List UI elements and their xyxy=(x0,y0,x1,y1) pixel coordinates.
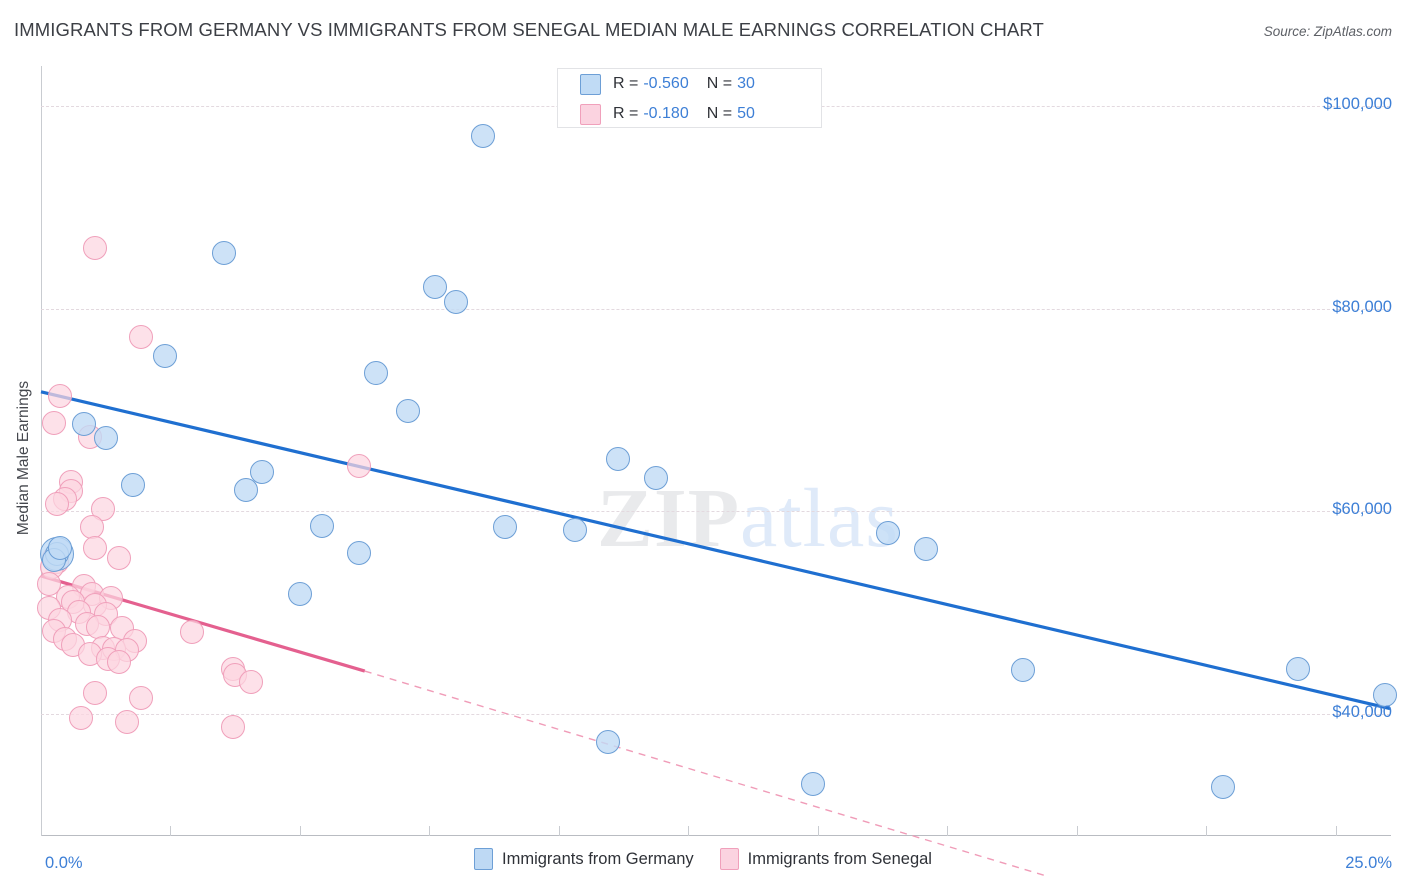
y-axis-line xyxy=(41,66,42,835)
stats-swatch-germany xyxy=(580,73,601,95)
scatter-point xyxy=(93,426,118,451)
scatter-point xyxy=(493,515,518,540)
scatter-point xyxy=(115,709,140,734)
scatter-point xyxy=(128,325,153,350)
gridline xyxy=(41,713,1390,715)
x-axis-tick xyxy=(1076,826,1078,836)
scatter-point xyxy=(644,465,669,490)
scatter-point xyxy=(212,241,237,266)
x-axis-tick xyxy=(558,826,560,836)
scatter-point xyxy=(471,123,496,148)
x-tick-label-min: 0.0% xyxy=(45,854,83,872)
scatter-point xyxy=(37,572,62,597)
scatter-point xyxy=(82,236,107,261)
y-tick-label: $40,000 xyxy=(1332,702,1392,721)
scatter-point xyxy=(1210,775,1235,800)
scatter-point xyxy=(47,535,72,560)
stats-n-label: N = xyxy=(706,105,733,122)
scatter-point xyxy=(107,545,132,570)
legend-swatch-senegal xyxy=(719,848,739,870)
y-tick-label: $100,000 xyxy=(1323,95,1392,114)
scatter-point xyxy=(220,714,245,739)
plot-area: ZIPatlas xyxy=(37,66,1397,877)
x-axis-tick xyxy=(947,826,949,836)
scatter-point xyxy=(128,686,153,711)
stats-r-value: -0.560 xyxy=(643,75,689,92)
y-axis-title: Median Male Earnings xyxy=(15,380,32,536)
stats-n-label: N = xyxy=(706,75,733,92)
scatter-point xyxy=(82,681,107,706)
legend-label-germany: Immigrants from Germany xyxy=(502,849,694,868)
legend-label-senegal: Immigrants from Senegal xyxy=(747,849,932,868)
stats-n-value: 50 xyxy=(737,105,755,122)
x-axis-tick xyxy=(1206,826,1208,836)
scatter-point xyxy=(395,399,420,424)
scatter-point xyxy=(180,619,205,644)
scatter-point xyxy=(1372,683,1397,708)
scatter-point xyxy=(153,344,178,369)
stats-r-label: R = xyxy=(613,105,639,122)
scatter-point xyxy=(72,412,97,437)
y-tick-label: $60,000 xyxy=(1332,500,1392,519)
x-axis-tick xyxy=(688,826,690,836)
series-legend: Immigrants from Germany Immigrants from … xyxy=(0,848,1406,870)
trend-line-germany xyxy=(40,390,1391,711)
page-title: IMMIGRANTS FROM GERMANY VS IMMIGRANTS FR… xyxy=(14,19,1044,40)
stats-row: R = -0.560 N = 30 xyxy=(558,69,821,99)
scatter-point xyxy=(876,521,901,546)
stats-r-value: -0.180 xyxy=(643,105,689,122)
scatter-point xyxy=(347,453,372,478)
stats-row: R = -0.180 N = 50 xyxy=(558,99,821,129)
scatter-point xyxy=(606,446,631,471)
trend-lines xyxy=(40,390,1391,877)
scatter-point xyxy=(45,492,70,517)
scatter-point xyxy=(309,514,334,539)
gridline xyxy=(41,511,1390,513)
scatter-point xyxy=(239,670,264,695)
x-axis-tick xyxy=(170,826,172,836)
stats-n-value: 30 xyxy=(737,75,755,92)
trend-line-senegal-extrapolated xyxy=(364,670,1045,877)
scatter-point xyxy=(288,582,312,607)
x-axis-tick xyxy=(299,826,301,836)
source-label: Source: ZipAtlas.com xyxy=(1263,24,1392,39)
scatter-point xyxy=(422,274,447,299)
x-axis-tick xyxy=(429,826,431,836)
scatter-point xyxy=(91,497,116,522)
scatter-point xyxy=(85,614,110,639)
scatter-point xyxy=(444,289,469,314)
legend-item-senegal[interactable]: Immigrants from Senegal xyxy=(719,848,932,870)
x-axis-tick xyxy=(817,826,819,836)
gridline xyxy=(41,308,1390,310)
scatter-point xyxy=(69,705,94,730)
scatter-point xyxy=(595,729,620,754)
scatter-point xyxy=(1286,657,1311,682)
scatter-point xyxy=(563,518,588,543)
x-axis-line xyxy=(41,835,1391,836)
scatter-point xyxy=(913,536,938,561)
scatter-point xyxy=(800,772,825,797)
scatter-point xyxy=(347,540,372,565)
x-tick-label-max: 25.0% xyxy=(1345,854,1392,872)
scatter-point xyxy=(47,383,72,408)
scatter-point xyxy=(107,649,132,674)
scatter-point xyxy=(234,477,259,502)
scatter-point xyxy=(42,411,67,436)
scatter-point xyxy=(120,472,145,497)
stats-r-label: R = xyxy=(613,75,639,92)
x-axis-tick xyxy=(1335,826,1337,836)
scatter-point xyxy=(82,535,107,560)
scatter-point xyxy=(1011,658,1036,683)
legend-item-germany[interactable]: Immigrants from Germany xyxy=(474,848,694,870)
x-axis-tick xyxy=(41,826,42,836)
stats-swatch-senegal xyxy=(580,103,601,125)
scatter-point xyxy=(363,360,388,385)
legend-swatch-germany xyxy=(474,848,494,870)
y-tick-label: $80,000 xyxy=(1332,297,1392,316)
correlation-stats-box: R = -0.560 N = 30 R = -0.180 N = 50 xyxy=(557,68,822,128)
scatter-point xyxy=(250,459,275,484)
